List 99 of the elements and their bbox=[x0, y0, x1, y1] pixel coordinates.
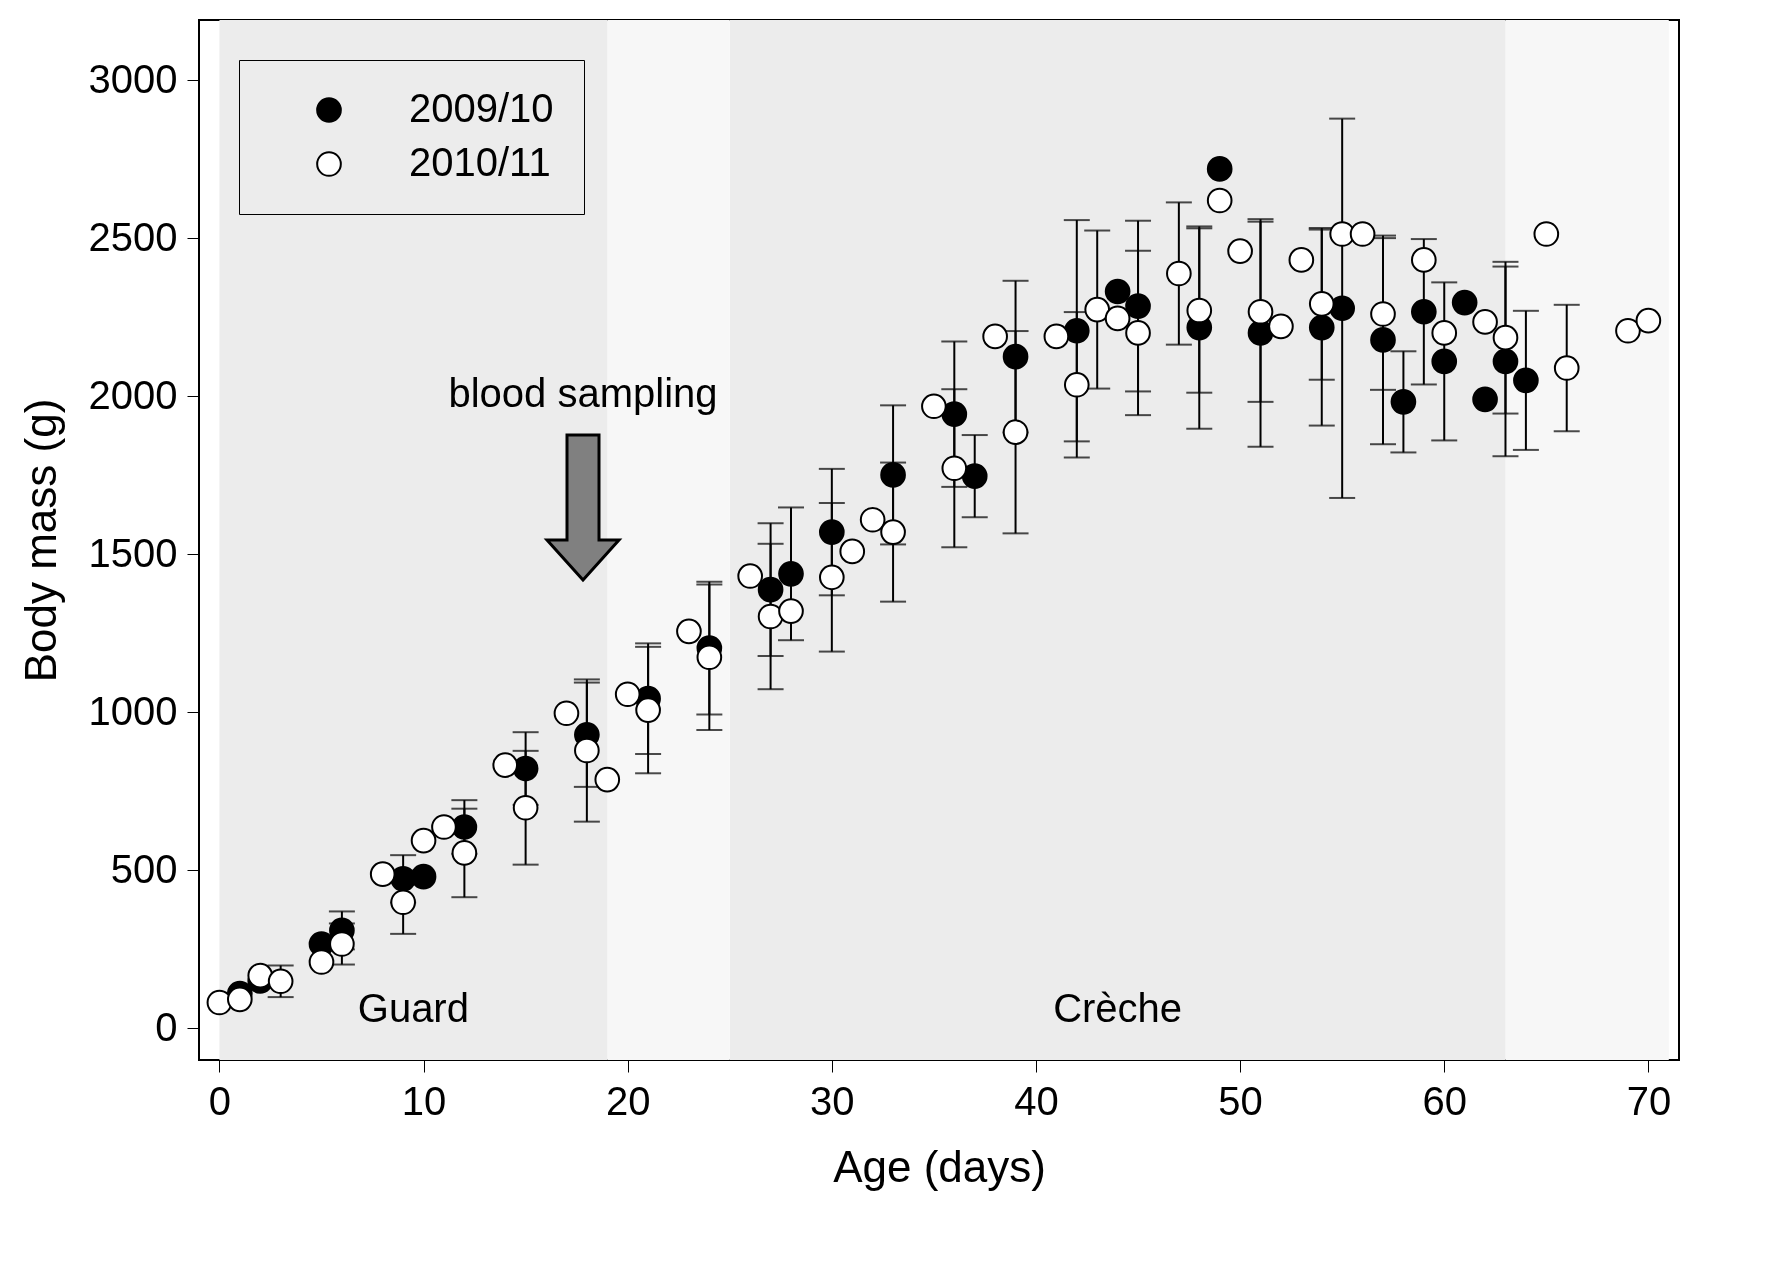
x-axis-title: Age (days) bbox=[833, 1141, 1046, 1191]
point bbox=[757, 576, 784, 603]
point bbox=[1166, 260, 1192, 287]
point bbox=[1492, 324, 1519, 351]
point bbox=[1206, 156, 1233, 182]
point bbox=[1125, 293, 1151, 319]
point bbox=[410, 827, 437, 854]
band-label: Crèche bbox=[1053, 986, 1183, 1030]
point bbox=[1329, 221, 1355, 247]
point bbox=[1268, 313, 1294, 340]
point bbox=[778, 598, 804, 624]
y-tick-label: 1500 bbox=[88, 530, 178, 575]
point bbox=[614, 681, 641, 708]
point bbox=[1431, 348, 1458, 375]
point bbox=[1370, 301, 1396, 327]
x-tick-label: 60 bbox=[1422, 1078, 1467, 1123]
point bbox=[778, 561, 804, 587]
point bbox=[1615, 317, 1641, 344]
point bbox=[1451, 289, 1478, 316]
point bbox=[737, 563, 763, 589]
y-tick-label: 500 bbox=[110, 846, 178, 891]
point bbox=[1370, 327, 1396, 353]
legend-label: 2009/10 bbox=[409, 86, 554, 130]
point bbox=[451, 840, 478, 866]
point bbox=[696, 644, 723, 671]
point bbox=[880, 462, 906, 488]
x-tick-label: 20 bbox=[605, 1078, 651, 1123]
point bbox=[308, 949, 335, 975]
point bbox=[512, 755, 539, 782]
point bbox=[819, 564, 845, 591]
point bbox=[1288, 247, 1315, 273]
x-tick-label: 70 bbox=[1626, 1078, 1672, 1123]
legend-label: 2010/11 bbox=[409, 140, 551, 184]
point bbox=[839, 538, 866, 565]
point bbox=[1472, 309, 1498, 335]
y-tick-label: 2500 bbox=[88, 214, 178, 259]
point bbox=[390, 889, 416, 916]
point bbox=[1472, 386, 1498, 413]
point bbox=[1084, 296, 1111, 323]
point bbox=[1411, 247, 1437, 273]
point bbox=[921, 393, 947, 420]
point bbox=[227, 986, 253, 1013]
point bbox=[1186, 297, 1213, 324]
point bbox=[1308, 314, 1335, 341]
point bbox=[1043, 323, 1070, 350]
point bbox=[1206, 187, 1233, 214]
y-tick-label: 1000 bbox=[88, 688, 178, 733]
point bbox=[492, 752, 519, 778]
point bbox=[1513, 367, 1539, 394]
point bbox=[982, 323, 1008, 350]
point bbox=[1349, 221, 1376, 247]
point bbox=[635, 697, 661, 723]
y-axis-title: Body mass (g) bbox=[15, 398, 65, 683]
point bbox=[1329, 295, 1355, 322]
point bbox=[819, 519, 845, 545]
point bbox=[1431, 320, 1458, 346]
point bbox=[1553, 355, 1580, 381]
point bbox=[512, 794, 539, 821]
point bbox=[574, 737, 600, 764]
point bbox=[676, 618, 702, 645]
y-tick-label: 0 bbox=[155, 1004, 178, 1049]
point bbox=[369, 861, 396, 887]
y-tick-label: 3000 bbox=[88, 56, 178, 101]
point bbox=[1002, 343, 1029, 370]
point bbox=[1063, 317, 1090, 344]
point bbox=[1308, 291, 1335, 317]
point bbox=[1104, 305, 1131, 332]
x-tick-label: 30 bbox=[810, 1078, 855, 1123]
point bbox=[410, 863, 437, 890]
point bbox=[1635, 307, 1662, 334]
point bbox=[941, 455, 968, 482]
point bbox=[206, 989, 233, 1016]
point bbox=[941, 401, 968, 427]
point bbox=[1533, 221, 1560, 247]
point bbox=[1002, 419, 1029, 446]
point bbox=[757, 603, 784, 630]
point bbox=[329, 931, 355, 957]
point bbox=[1227, 238, 1253, 264]
point bbox=[859, 506, 886, 533]
point bbox=[594, 766, 621, 793]
point bbox=[247, 962, 274, 989]
point bbox=[1492, 348, 1519, 375]
x-tick-label: 10 bbox=[401, 1078, 447, 1123]
point bbox=[880, 519, 906, 545]
point bbox=[1104, 278, 1131, 305]
annotation: blood sampling bbox=[448, 371, 718, 415]
x-tick-label: 0 bbox=[208, 1078, 232, 1123]
y-tick-label: 2000 bbox=[88, 372, 178, 417]
point bbox=[1390, 389, 1417, 415]
point bbox=[1063, 371, 1090, 398]
point bbox=[553, 700, 580, 727]
point bbox=[1247, 298, 1274, 325]
point bbox=[431, 814, 457, 840]
band-label: Guard bbox=[357, 986, 469, 1030]
point bbox=[961, 463, 988, 489]
point bbox=[1411, 298, 1437, 325]
x-tick-label: 50 bbox=[1218, 1078, 1263, 1123]
x-tick-label: 40 bbox=[1014, 1078, 1059, 1123]
point bbox=[1125, 320, 1151, 346]
